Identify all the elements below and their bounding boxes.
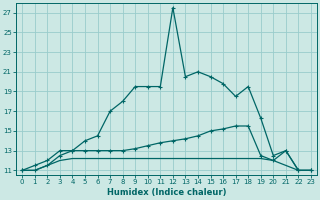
X-axis label: Humidex (Indice chaleur): Humidex (Indice chaleur) [107, 188, 226, 197]
